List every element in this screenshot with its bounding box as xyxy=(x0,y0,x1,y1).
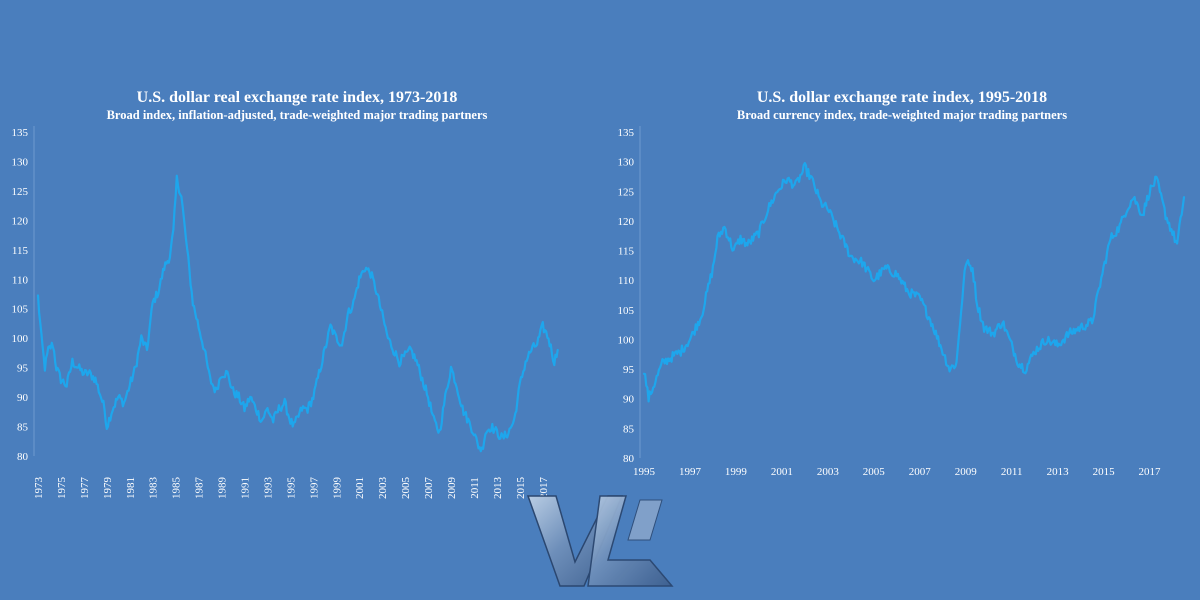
chart-left-y-tick-label: 125 xyxy=(12,186,29,198)
chart-left-x-tick-label: 2015 xyxy=(515,477,527,500)
chart-left-y-axis: 80 85 90 95 100 105 110 115 120 125 130 135 xyxy=(12,126,35,463)
chart-left-x-axis: 1973 1975 1977 1979 1981 1983 1985 1987 1989 1991… xyxy=(33,477,550,500)
chart-right-plot xyxy=(642,162,1186,403)
chart-left-y-tick-label: 115 xyxy=(12,245,29,257)
chart-right-y-tick-label: 120 xyxy=(618,216,635,228)
chart-right-x-tick-label: 1997 xyxy=(679,466,702,478)
chart-left-x-tick-label: 1985 xyxy=(171,477,183,500)
chart-left-y-tick-label: 90 xyxy=(17,392,29,404)
chart-left-y-tick-label: 130 xyxy=(12,156,29,168)
chart-left-x-tick-label: 1993 xyxy=(262,477,274,500)
chart-left-x-tick-label: 1977 xyxy=(79,477,91,500)
chart-left-y-tick-label: 85 xyxy=(17,422,29,434)
chart-left-x-tick-label: 1989 xyxy=(217,477,229,500)
vw-logo-icon xyxy=(526,495,674,587)
chart-left: U.S. dollar real exchange rate index, 19… xyxy=(12,89,559,500)
chart-right-y-tick-label: 95 xyxy=(623,364,635,376)
chart-right-y-tick-label: 115 xyxy=(618,246,635,258)
chart-left-y-tick-label: 80 xyxy=(17,451,29,463)
chart-right-x-tick-label: 2017 xyxy=(1139,466,1162,478)
chart-right-x-tick-label: 2011 xyxy=(1001,466,1023,478)
chart-left-x-tick-label: 1995 xyxy=(285,477,297,500)
chart-left-x-tick-label: 2005 xyxy=(400,477,412,500)
chart-right-y-tick-label: 130 xyxy=(618,157,635,169)
chart-right-x-tick-label: 2005 xyxy=(863,466,886,478)
chart-right-y-tick-label: 80 xyxy=(623,453,635,465)
chart-right-y-tick-label: 90 xyxy=(623,394,635,406)
chart-right-x-tick-label: 1999 xyxy=(725,466,748,478)
chart-left-x-tick-label: 1997 xyxy=(308,477,320,500)
chart-left-x-tick-label: 2007 xyxy=(423,477,435,500)
chart-left-y-tick-label: 135 xyxy=(12,127,29,139)
chart-left-series-line xyxy=(36,174,559,453)
chart-left-x-tick-label: 1975 xyxy=(56,477,68,500)
chart-right-y-tick-label: 105 xyxy=(618,305,635,317)
chart-left-x-tick-label: 1979 xyxy=(102,477,114,500)
chart-left-y-tick-label: 95 xyxy=(17,363,29,375)
chart-left-x-tick-label: 1991 xyxy=(240,477,252,499)
chart-right-x-axis: 1995 1997 1999 2001 2003 2005 2007 2009 2011 2013… xyxy=(633,466,1161,478)
chart-right-y-tick-label: 125 xyxy=(618,186,635,198)
chart-left-y-tick-label: 105 xyxy=(12,304,29,316)
chart-right-title: U.S. dollar exchange rate index, 1995-20… xyxy=(757,89,1047,106)
chart-left-x-tick-label: 2001 xyxy=(354,477,366,499)
chart-right-x-tick-label: 2001 xyxy=(771,466,793,478)
chart-left-y-tick-label: 110 xyxy=(12,274,29,286)
chart-left-x-tick-label: 1973 xyxy=(33,477,45,500)
chart-left-y-tick-label: 100 xyxy=(12,333,29,345)
chart-right-subtitle: Broad currency index, trade-weighted maj… xyxy=(737,108,1067,122)
chart-right-x-tick-label: 2013 xyxy=(1047,466,1070,478)
chart-left-x-tick-label: 2003 xyxy=(377,477,389,500)
chart-left-x-tick-label: 2011 xyxy=(469,477,481,499)
chart-right-x-tick-label: 2015 xyxy=(1093,466,1116,478)
chart-right-x-tick-label: 1995 xyxy=(633,466,656,478)
chart-right-y-tick-label: 100 xyxy=(618,334,635,346)
chart-right-y-axis: 80 85 90 95 100 105 110 115 120 125 130 135 xyxy=(618,126,641,465)
chart-right-y-tick-label: 85 xyxy=(623,423,635,435)
chart-left-y-tick-label: 120 xyxy=(12,215,29,227)
chart-left-subtitle: Broad index, inflation-adjusted, trade-w… xyxy=(107,108,488,122)
chart-right-series-line xyxy=(642,162,1186,403)
chart-left-x-tick-label: 2009 xyxy=(446,477,458,500)
chart-left-x-tick-label: 2013 xyxy=(492,477,504,500)
chart-right-x-tick-label: 2007 xyxy=(909,466,932,478)
chart-left-x-tick-label: 2017 xyxy=(538,477,550,500)
chart-left-title: U.S. dollar real exchange rate index, 19… xyxy=(137,89,458,106)
chart-right: U.S. dollar exchange rate index, 1995-20… xyxy=(618,89,1186,478)
chart-right-y-tick-label: 110 xyxy=(618,275,635,287)
chart-left-x-tick-label: 1983 xyxy=(148,477,160,500)
chart-left-x-tick-label: 1981 xyxy=(125,477,137,499)
chart-right-y-tick-label: 135 xyxy=(618,127,635,139)
chart-right-x-tick-label: 2009 xyxy=(955,466,978,478)
chart-left-plot xyxy=(36,174,559,453)
chart-left-x-tick-label: 1999 xyxy=(331,477,343,500)
chart-right-x-tick-label: 2003 xyxy=(817,466,840,478)
chart-left-x-tick-label: 1987 xyxy=(194,477,206,500)
